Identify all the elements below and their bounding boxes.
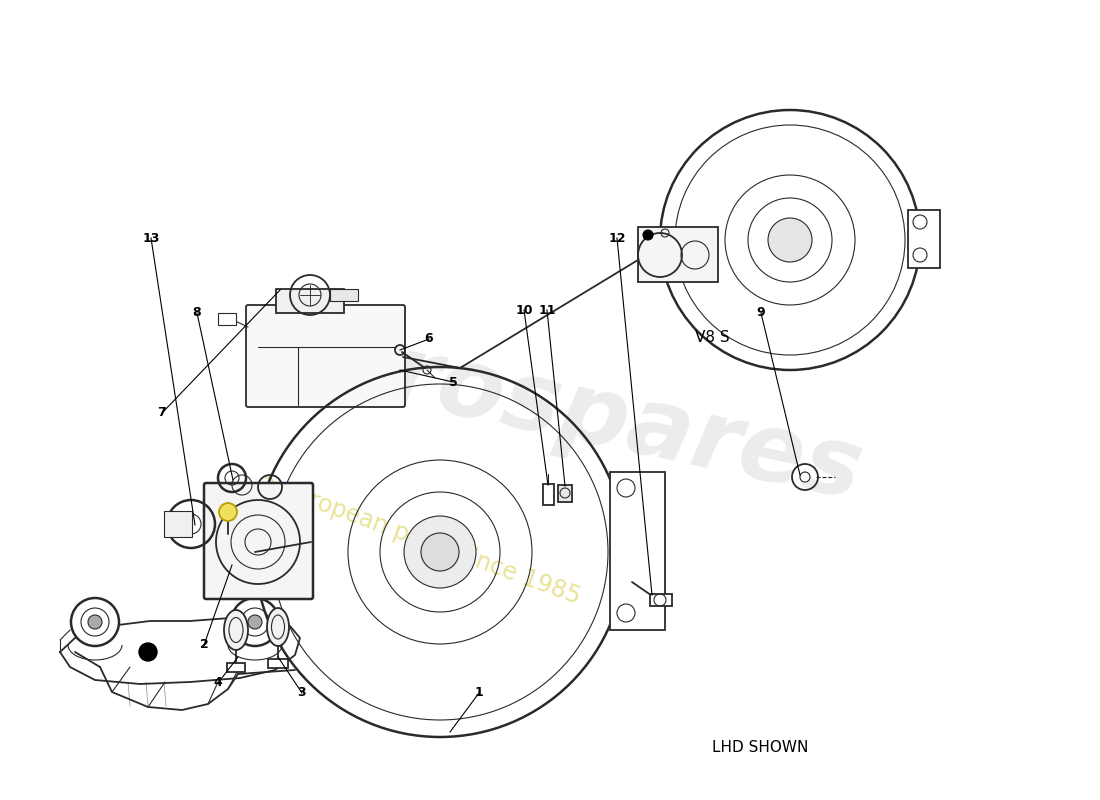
Bar xyxy=(218,313,236,325)
Circle shape xyxy=(768,218,812,262)
Circle shape xyxy=(231,598,279,646)
Text: 2: 2 xyxy=(199,638,208,651)
Circle shape xyxy=(88,615,102,629)
Circle shape xyxy=(81,608,109,636)
FancyBboxPatch shape xyxy=(204,483,314,599)
Circle shape xyxy=(617,604,635,622)
Circle shape xyxy=(248,615,262,629)
Bar xyxy=(558,485,572,502)
Bar xyxy=(908,210,940,268)
Circle shape xyxy=(913,215,927,229)
Circle shape xyxy=(644,230,653,240)
Circle shape xyxy=(219,503,236,521)
Text: 5: 5 xyxy=(449,375,458,389)
Bar xyxy=(164,511,192,537)
Circle shape xyxy=(404,516,476,588)
Text: LHD SHOWN: LHD SHOWN xyxy=(712,741,808,755)
Text: 6: 6 xyxy=(425,333,433,346)
Text: 9: 9 xyxy=(757,306,766,319)
Text: 12: 12 xyxy=(608,231,626,245)
Ellipse shape xyxy=(267,608,289,646)
Bar xyxy=(543,484,554,505)
Bar xyxy=(227,663,245,672)
FancyBboxPatch shape xyxy=(246,305,405,407)
Bar xyxy=(650,594,672,606)
Circle shape xyxy=(241,608,270,636)
Text: 8: 8 xyxy=(192,306,201,319)
Text: 4: 4 xyxy=(213,677,222,690)
Text: a european parts since 1985: a european parts since 1985 xyxy=(256,470,583,610)
Bar xyxy=(638,227,718,282)
Bar xyxy=(330,289,358,301)
Circle shape xyxy=(617,479,635,497)
Text: eurospares: eurospares xyxy=(250,301,870,519)
Text: 1: 1 xyxy=(474,686,483,699)
Text: V8 S: V8 S xyxy=(695,330,729,346)
Ellipse shape xyxy=(224,610,248,650)
Circle shape xyxy=(421,533,459,571)
Circle shape xyxy=(913,248,927,262)
Bar xyxy=(610,472,665,630)
Text: 3: 3 xyxy=(298,686,306,699)
Text: 10: 10 xyxy=(515,303,532,317)
Circle shape xyxy=(72,598,119,646)
Bar xyxy=(276,289,344,313)
Text: 13: 13 xyxy=(142,231,160,245)
Circle shape xyxy=(139,643,157,661)
Text: 7: 7 xyxy=(157,406,166,419)
Bar xyxy=(268,659,288,668)
Text: 11: 11 xyxy=(538,303,556,317)
Circle shape xyxy=(800,472,810,482)
